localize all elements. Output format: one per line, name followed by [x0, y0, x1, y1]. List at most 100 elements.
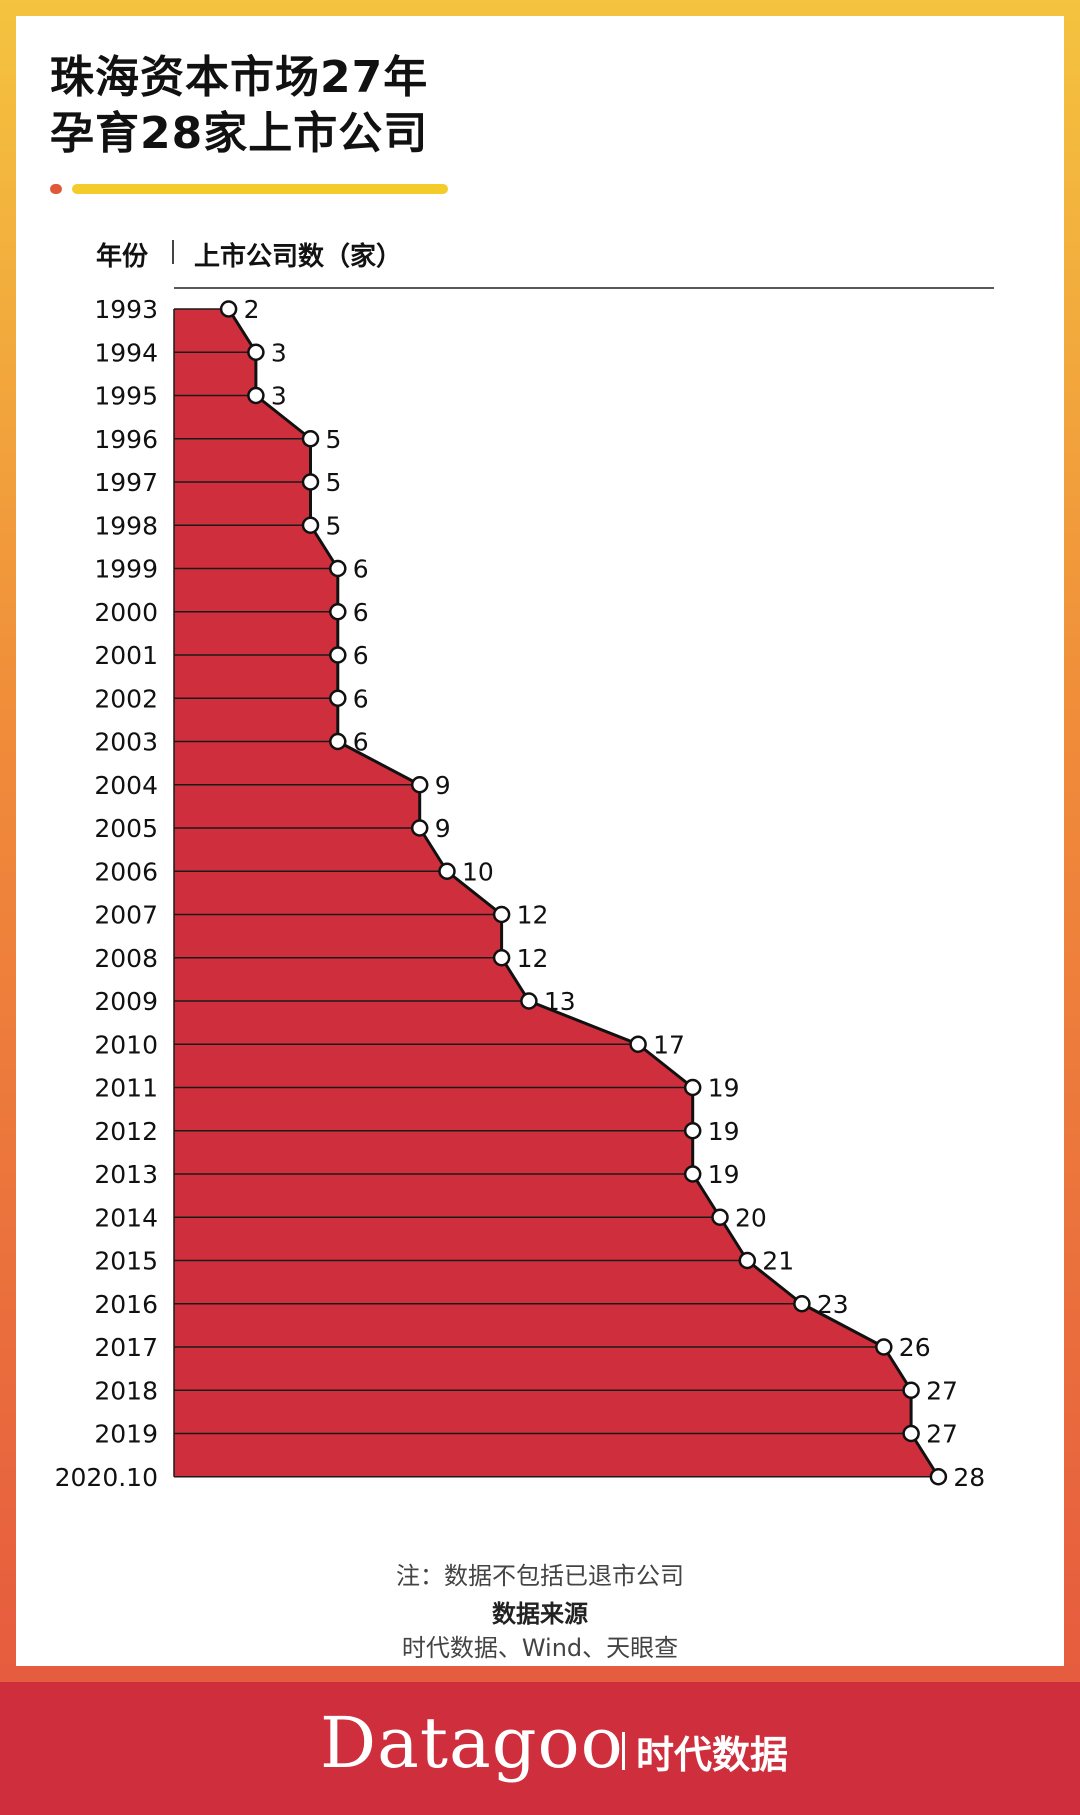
value-label: 23 [817, 1290, 849, 1319]
year-tick-label: 2004 [94, 771, 158, 800]
value-label: 12 [517, 901, 549, 930]
listing-count-chart: 2199331994319955199651997519986199962000… [55, 287, 994, 1492]
data-point [301, 473, 320, 491]
header-separator [172, 240, 174, 264]
data-point [492, 949, 511, 967]
area-fill [174, 309, 939, 1477]
value-label: 6 [353, 728, 369, 757]
value-label: 6 [353, 555, 369, 584]
data-point [902, 1381, 920, 1399]
year-column-header: 年份 [96, 242, 149, 272]
year-tick-label: 2006 [94, 857, 158, 886]
data-point [629, 1035, 647, 1053]
year-tick-label: 1997 [94, 468, 158, 497]
value-label: 27 [926, 1420, 958, 1449]
value-label: 3 [271, 382, 287, 411]
data-point [219, 300, 238, 318]
year-tick-label: 2013 [94, 1160, 158, 1189]
series-line [227, 308, 940, 1478]
data-point [329, 689, 347, 707]
value-label: 3 [271, 338, 287, 367]
year-tick-label: 2018 [94, 1376, 158, 1405]
data-point [301, 516, 320, 534]
year-tick-label: 2009 [94, 987, 158, 1016]
year-tick-label: 2007 [94, 901, 158, 930]
data-point [301, 430, 320, 448]
value-label: 2 [244, 295, 260, 324]
year-tick-label: 2001 [94, 641, 158, 670]
footer-band [0, 1682, 1080, 1815]
year-tick-label: 2003 [94, 728, 158, 757]
year-tick-label: 1994 [94, 338, 158, 367]
title-accent-bar [72, 184, 448, 194]
data-point [438, 862, 456, 880]
value-label: 19 [708, 1074, 740, 1103]
year-tick-label: 2011 [94, 1074, 158, 1103]
value-label: 27 [926, 1376, 958, 1405]
value-label: 19 [708, 1160, 740, 1189]
chart-note: 注：数据不包括已退市公司 [396, 1562, 684, 1590]
year-tick-label: 2014 [94, 1203, 158, 1232]
data-point [711, 1208, 729, 1226]
value-label: 20 [735, 1203, 767, 1232]
year-tick-label: 2015 [94, 1247, 158, 1276]
data-point [520, 992, 538, 1010]
year-tick-label: 1993 [94, 295, 158, 324]
value-label: 6 [353, 598, 369, 627]
year-tick-label: 1995 [94, 382, 158, 411]
source-text: 时代数据、Wind、天眼查 [401, 1634, 679, 1662]
data-point [410, 819, 429, 837]
value-label: 26 [899, 1333, 931, 1362]
value-label: 5 [326, 511, 342, 540]
data-point [410, 776, 429, 794]
year-tick-label: 2002 [94, 684, 158, 713]
year-tick-label: 2000 [94, 598, 158, 627]
data-point [738, 1251, 757, 1270]
value-label: 21 [762, 1247, 794, 1276]
year-tick-label: 2019 [94, 1420, 158, 1449]
year-tick-label: 2017 [94, 1333, 158, 1362]
value-label: 9 [435, 771, 451, 800]
year-tick-label: 1998 [94, 511, 158, 540]
data-point [902, 1424, 920, 1443]
year-tick-label: 2005 [94, 814, 158, 843]
brand-logo: Datagoo [320, 1702, 624, 1784]
data-point [329, 646, 347, 664]
data-point [329, 732, 347, 751]
year-tick-label: 1999 [94, 555, 158, 584]
value-label: 9 [435, 814, 451, 843]
data-point [247, 343, 265, 361]
title-accent-dot [50, 184, 62, 194]
year-tick-label: 2008 [94, 944, 158, 973]
value-label: 13 [544, 987, 576, 1016]
value-label: 12 [517, 944, 549, 973]
data-point [329, 603, 347, 621]
brand-cn-name: 时代数据 [636, 1733, 789, 1777]
year-tick-label: 2020.10 [55, 1463, 158, 1492]
data-point [875, 1338, 893, 1356]
value-label: 19 [708, 1117, 740, 1146]
brand-separator [622, 1732, 625, 1770]
year-tick-label: 1996 [94, 425, 158, 454]
value-label: 28 [953, 1463, 985, 1492]
title-line-1: 珠海资本市场27年 [50, 52, 429, 103]
data-point [683, 1122, 702, 1140]
data-point [793, 1295, 811, 1313]
value-label: 5 [326, 468, 342, 497]
data-point [329, 559, 347, 578]
title-line-2: 孕育28家上市公司 [50, 108, 429, 159]
year-tick-label: 2016 [94, 1290, 158, 1319]
count-column-header: 上市公司数（家） [194, 242, 403, 272]
year-tick-label: 2010 [94, 1030, 158, 1059]
data-point [929, 1468, 948, 1486]
value-label: 17 [653, 1030, 685, 1059]
value-label: 5 [326, 425, 342, 454]
value-label: 6 [353, 641, 369, 670]
data-point [247, 386, 265, 405]
data-point [492, 905, 511, 924]
value-label: 10 [462, 857, 494, 886]
data-point [683, 1078, 702, 1097]
chart-title: 珠海资本市场27年 孕育28家上市公司 [50, 50, 428, 162]
year-tick-label: 2012 [94, 1117, 158, 1146]
value-label: 6 [353, 684, 369, 713]
